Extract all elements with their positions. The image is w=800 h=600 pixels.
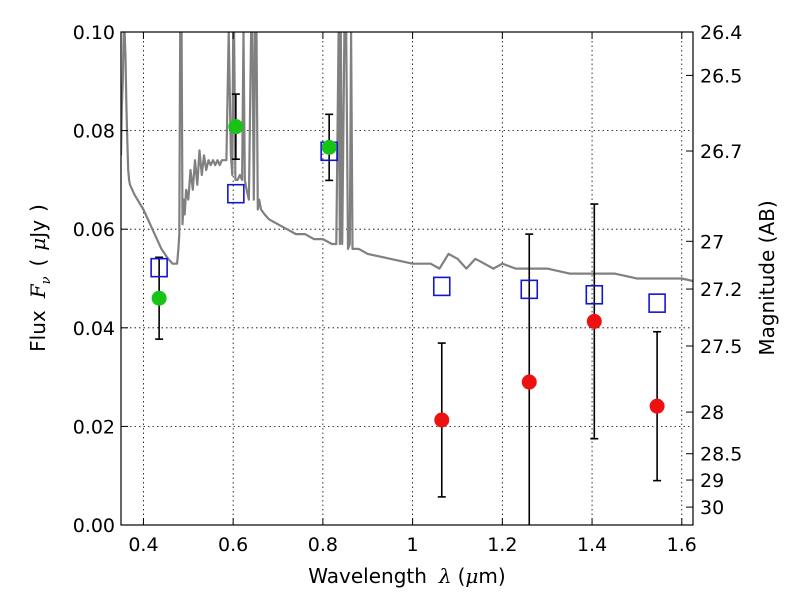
mag-tick-label: 28.5 [700, 444, 742, 466]
magnitude-axis-label: Magnitude (AB) [755, 200, 779, 355]
mag-tick-label: 27 [700, 231, 724, 253]
model-photometry-square [585, 284, 604, 305]
y-axis-label: FluxFν(μJy) [26, 204, 54, 352]
x-tick-label: 1.4 [577, 534, 607, 556]
y-axis-ticks: 0.00 0.02 0.04 0.06 0.08 0.10 [73, 22, 128, 537]
x-axis-ticks: 0.4 0.6 0.8 1 1.2 1.4 1.6 [128, 32, 697, 556]
nondetection-point [521, 374, 537, 390]
y-tick-label: 0.04 [73, 318, 115, 340]
x-tick-label: 0.6 [218, 534, 248, 556]
mag-tick-label: 27.2 [700, 279, 742, 301]
spectrum-line [121, 32, 693, 283]
model-photometry-square [432, 276, 451, 297]
y-tick-label: 0.06 [73, 219, 115, 241]
model-spectrum [121, 32, 693, 283]
x-tick-label: 0.4 [128, 534, 158, 556]
nondetection-point [434, 412, 450, 428]
model-photometry-square [648, 293, 666, 313]
y-tick-label: 0.10 [73, 22, 115, 44]
magnitude-axis-ticks: 26.4 26.5 26.7 27 27.2 27.5 28 28.5 29 30 [686, 22, 742, 519]
model-photometry-square [520, 279, 539, 300]
detection-point [321, 139, 337, 155]
grid [121, 31, 693, 526]
model-photometry-square [227, 183, 245, 204]
nondetection-point [586, 313, 602, 329]
mag-tick-label: 30 [700, 497, 724, 519]
y-tick-label: 0.02 [73, 416, 115, 438]
model-photometry-square [150, 257, 168, 278]
mag-tick-label: 28 [700, 402, 724, 424]
x-tick-label: 1 [407, 534, 419, 556]
plot-frame [120, 31, 694, 526]
x-tick-label: 1.6 [667, 534, 697, 556]
x-tick-label: 0.8 [308, 534, 338, 556]
mag-tick-label: 27.5 [700, 336, 742, 358]
nondetection-point [649, 398, 665, 414]
y-tick-label: 0.08 [73, 121, 115, 143]
detection-point [228, 119, 244, 135]
x-axis-label: Wavelength λ (μm) [308, 564, 505, 588]
detection-point [151, 290, 167, 306]
mag-tick-label: 26.4 [700, 22, 742, 44]
mag-tick-label: 26.7 [700, 141, 742, 163]
x-tick-label: 1.2 [487, 534, 517, 556]
y-tick-label: 0.00 [73, 515, 115, 537]
mag-tick-label: 29 [700, 470, 724, 492]
model-photometry-points [150, 141, 666, 313]
measured-points [151, 119, 665, 428]
mag-tick-label: 26.5 [700, 65, 742, 87]
